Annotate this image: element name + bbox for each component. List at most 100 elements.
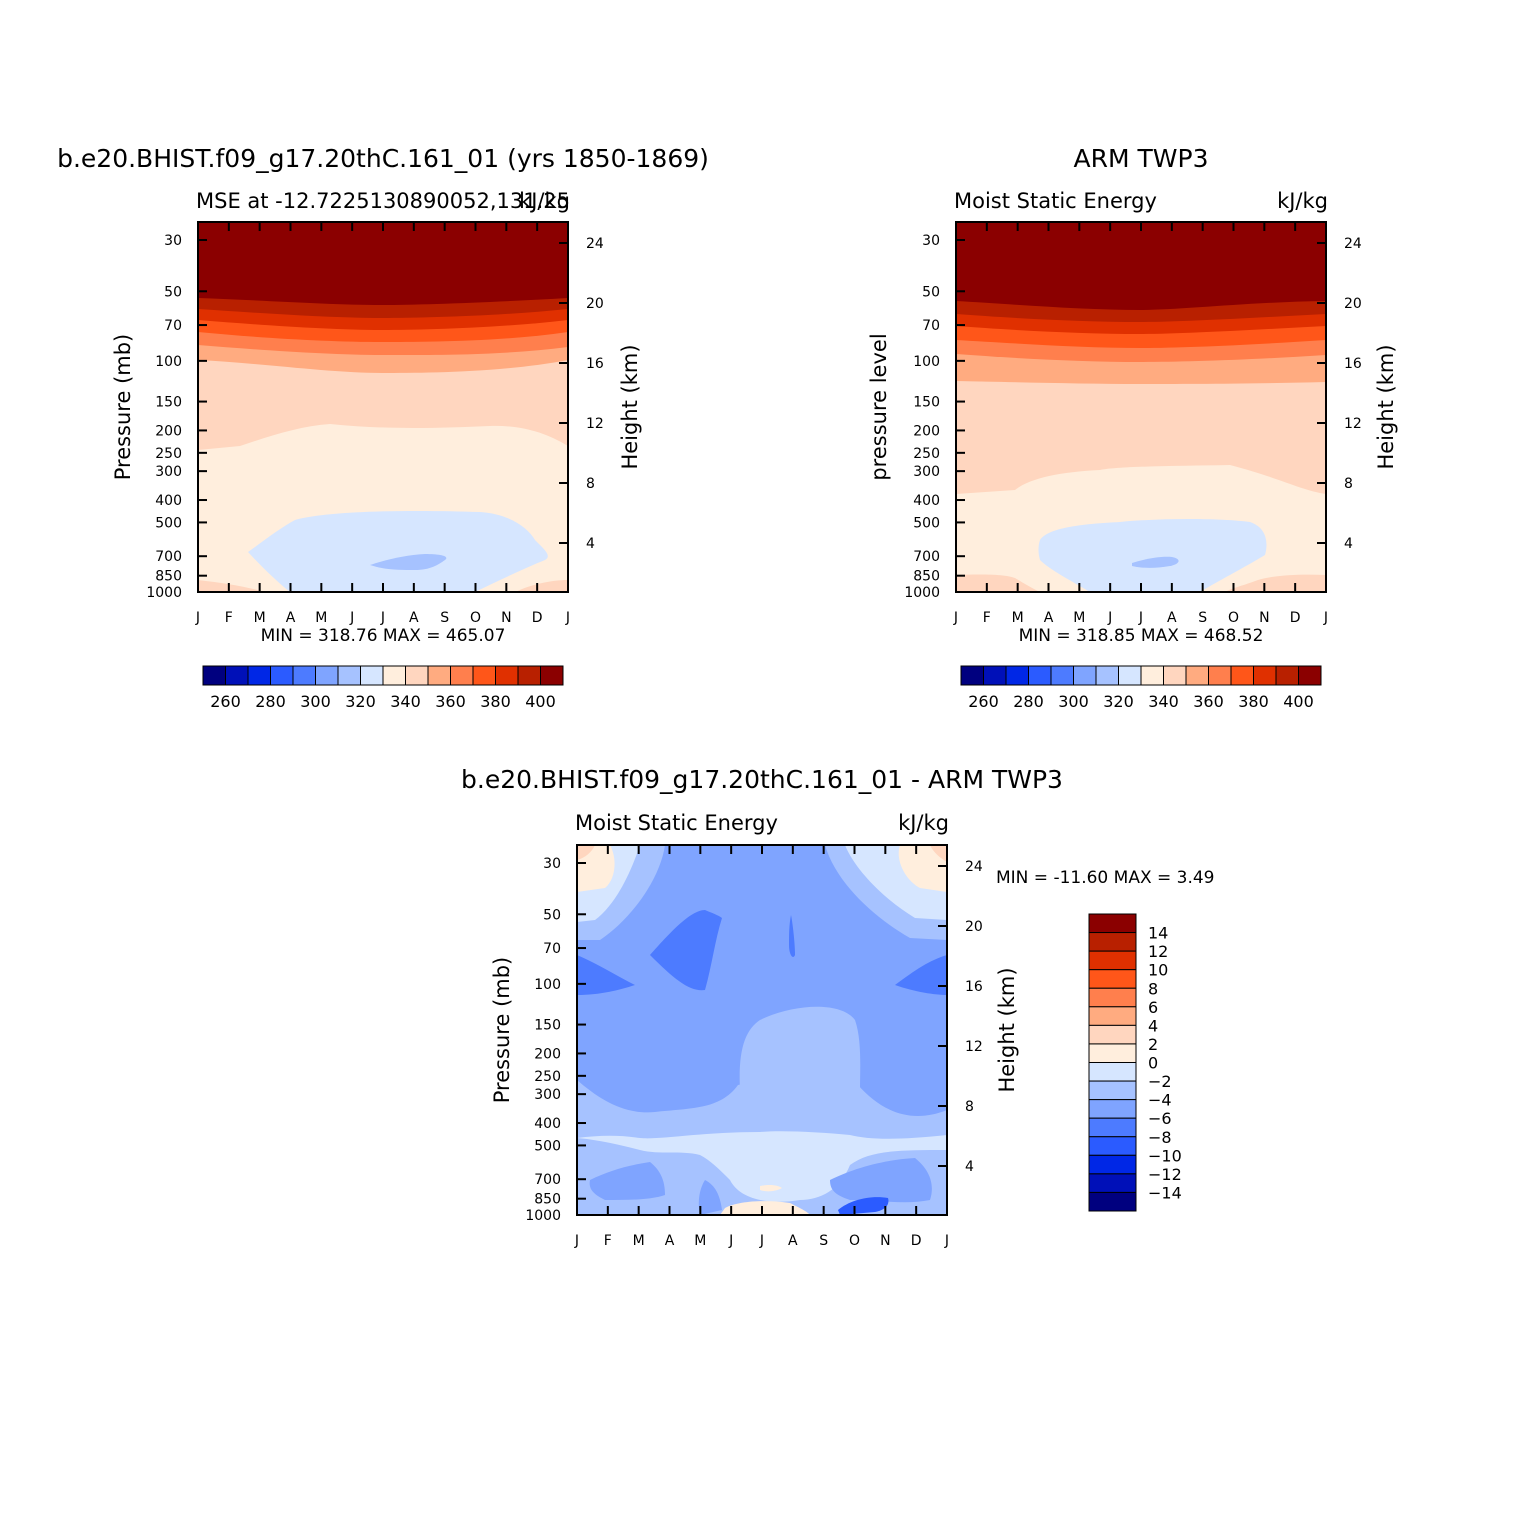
- x-tick-label: M: [694, 1233, 706, 1249]
- x-tick-label: J: [759, 1233, 764, 1249]
- colorbar-box: [405, 665, 429, 686]
- p-tick-label: 850: [155, 569, 182, 585]
- p-tick-label: 300: [534, 1087, 561, 1103]
- p-tick-label: 850: [534, 1192, 561, 1208]
- contour-band: [898, 845, 947, 892]
- km-tick-label: 4: [965, 1159, 974, 1175]
- contour-band: [248, 510, 548, 592]
- contour-band: [1038, 519, 1267, 592]
- panel-model-right-subtitle: kJ/kg: [519, 189, 570, 213]
- p-tick-label: 50: [164, 284, 182, 300]
- colorbar-box: [1088, 1099, 1137, 1119]
- colorbar-box: [1095, 665, 1119, 686]
- colorbar-box: [247, 665, 271, 686]
- colorbar-label: 340: [390, 692, 421, 711]
- contour-band: [739, 1006, 861, 1090]
- km-tick-label: 16: [965, 979, 983, 995]
- p-tick-label: 500: [155, 515, 182, 531]
- colorbar-label: 320: [345, 692, 376, 711]
- colorbar-label: 360: [435, 692, 466, 711]
- contour-band: [1132, 556, 1179, 568]
- colorbar-label: 280: [255, 692, 286, 711]
- colorbar-box: [1088, 1006, 1137, 1026]
- colorbar-box: [1028, 665, 1052, 686]
- panel-model: b.e20.BHIST.f09_g17.20thC.161_01 (yrs 18…: [57, 144, 709, 711]
- panel-obs-left-subtitle: Moist Static Energy: [954, 189, 1157, 213]
- km-tick-label: 8: [965, 1099, 974, 1115]
- colorbar-label: −4: [1148, 1091, 1172, 1110]
- p-tick-label: 30: [922, 233, 940, 249]
- km-tick-label: 4: [1344, 536, 1353, 552]
- x-tick-label: J: [380, 610, 385, 626]
- panel-obs-right-subtitle: kJ/kg: [1277, 189, 1328, 213]
- contour-band: [789, 915, 795, 957]
- x-tick-label: O: [849, 1233, 860, 1249]
- x-tick-label: M: [1012, 610, 1024, 626]
- p-tick-label: 400: [534, 1116, 561, 1132]
- x-tick-label: D: [532, 610, 543, 626]
- x-tick-label: A: [409, 610, 419, 626]
- colorbar-box: [1073, 665, 1097, 686]
- y-axis-height: 4 8 12 16 20 24: [938, 859, 983, 1175]
- km-tick-label: 20: [965, 919, 983, 935]
- x-tick-label: J: [1323, 610, 1328, 626]
- colorbar-box: [1005, 665, 1029, 686]
- colorbar-label: 2: [1148, 1035, 1158, 1054]
- km-tick-label: 8: [1344, 476, 1353, 492]
- p-tick-label: 100: [534, 977, 561, 993]
- x-tick-label: M: [633, 1233, 645, 1249]
- colorbar-box: [1140, 665, 1164, 686]
- colorbar-box: [202, 665, 226, 686]
- p-tick-label: 300: [913, 464, 940, 480]
- colorbar-box: [450, 665, 474, 686]
- panel-model-stats: MIN = 318.76 MAX = 465.07: [261, 626, 506, 646]
- panel-diff-contours: [577, 845, 947, 1215]
- colorbar-box: [1088, 1117, 1137, 1138]
- km-tick-label: 8: [586, 476, 595, 492]
- p-tick-label: 400: [155, 493, 182, 509]
- km-tick-label: 12: [965, 1039, 983, 1055]
- x-tick-label: A: [665, 1233, 675, 1249]
- p-tick-label: 500: [913, 515, 940, 531]
- p-tick-label: 250: [534, 1069, 561, 1085]
- p-tick-label: 850: [913, 569, 940, 585]
- x-tick-label: J: [1107, 610, 1112, 626]
- p-tick-label: 250: [155, 446, 182, 462]
- km-tick-label: 24: [586, 236, 604, 252]
- contour-band: [198, 222, 568, 305]
- colorbar-box: [1088, 1136, 1137, 1156]
- y-axis-label: Pressure (mb): [111, 334, 135, 481]
- colorbar-label: 300: [1058, 692, 1089, 711]
- p-tick-label: 150: [155, 395, 182, 411]
- x-tick-label: D: [1290, 610, 1301, 626]
- colorbar-label: −2: [1148, 1072, 1172, 1091]
- colorbar-box: [960, 665, 984, 686]
- colorbar-box: [292, 665, 316, 686]
- colorbar-label: −10: [1148, 1146, 1182, 1165]
- colorbar-label: 14: [1148, 924, 1168, 943]
- x-tick-label: J: [349, 610, 354, 626]
- contour-band: [1225, 574, 1326, 592]
- colorbar-label: 400: [525, 692, 556, 711]
- km-tick-label: 20: [586, 296, 604, 312]
- x-tick-label: M: [254, 610, 266, 626]
- x-tick-label: N: [1259, 610, 1269, 626]
- y2-axis-label: Height (km): [1374, 344, 1398, 469]
- panel-model-contours: [198, 222, 568, 592]
- colorbar-box: [1050, 665, 1074, 686]
- p-tick-label: 1000: [904, 585, 940, 601]
- colorbar-box: [1088, 913, 1137, 934]
- colorbar-label: 380: [1238, 692, 1269, 711]
- colorbar-box: [495, 665, 519, 686]
- km-tick-label: 16: [586, 356, 604, 372]
- x-tick-label: A: [1167, 610, 1177, 626]
- panel-diff-stats: MIN = -11.60 MAX = 3.49: [996, 868, 1215, 888]
- km-tick-label: 4: [586, 536, 595, 552]
- colorbar-box: [540, 665, 564, 686]
- colorbar-label: 0: [1148, 1054, 1158, 1073]
- y2-axis-label: Height (km): [995, 967, 1019, 1092]
